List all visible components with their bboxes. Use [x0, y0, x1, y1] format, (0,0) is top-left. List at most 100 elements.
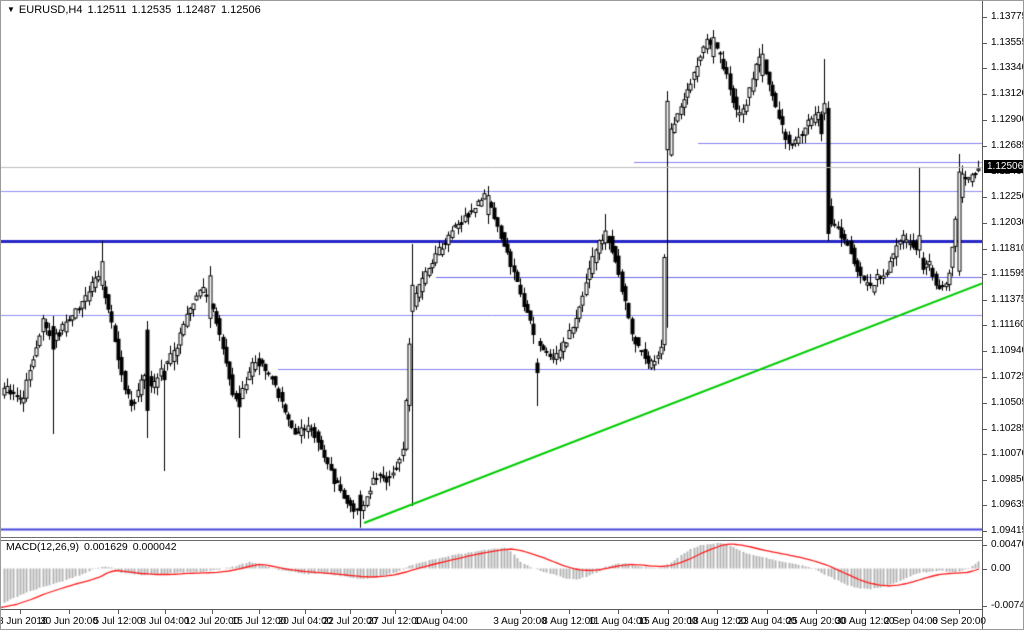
axis-tick-mark — [983, 351, 987, 352]
symbol-ohlc-label: ▼ EURUSD,H4 1.12511 1.12535 1.12487 1.12506 — [7, 4, 266, 16]
price-axis-label: 1.12250 — [991, 191, 1024, 202]
time-tick-mark — [395, 610, 396, 614]
time-axis-label: 30 Jun 20:00 — [40, 616, 98, 627]
time-axis-label: 25 Aug 20:00 — [786, 616, 846, 627]
time-tick-mark — [305, 610, 306, 614]
price-axis[interactable]: 1.12465 1.12506 1.137751.135551.133401.1… — [983, 1, 1024, 629]
time-tick-mark — [865, 610, 866, 614]
time-tick-mark — [767, 610, 768, 614]
macd-indicator-label: MACD(12,26,9) 0.001629 0.000042 — [6, 541, 182, 553]
price-chart-canvas[interactable] — [1, 1, 982, 538]
axis-tick-mark — [983, 197, 987, 198]
time-axis-label: 11 Aug 04:00 — [588, 616, 648, 627]
time-axis-label: 8 Aug 12:00 — [542, 616, 596, 627]
time-axis-label: 15 Jul 12:00 — [231, 616, 287, 627]
time-tick-mark — [20, 610, 21, 614]
price-axis-label: 1.13340 — [991, 62, 1024, 73]
time-axis-label: 8 Jul 04:00 — [140, 616, 190, 627]
time-tick-mark — [165, 610, 166, 614]
axis-tick-mark — [983, 606, 987, 607]
axis-tick-mark — [983, 17, 987, 18]
price-axis-label: 1.13555 — [991, 37, 1024, 48]
time-tick-mark — [69, 610, 70, 614]
price-axis-label: 1.13120 — [991, 88, 1024, 99]
axis-tick-mark — [983, 545, 987, 546]
axis-tick-mark — [983, 94, 987, 95]
axis-tick-mark — [983, 505, 987, 506]
axis-tick-mark — [983, 300, 987, 301]
macd-axis-label: 0.00 — [991, 563, 1011, 574]
axis-tick-mark — [983, 531, 987, 532]
axis-tick-mark — [983, 68, 987, 69]
price-axis-label: 1.13775 — [991, 11, 1024, 22]
time-tick-mark — [520, 610, 521, 614]
macd-axis-label: -0.007447 — [991, 600, 1023, 611]
axis-tick-mark — [983, 325, 987, 326]
axis-tick-mark — [983, 120, 987, 121]
axis-tick-mark — [983, 146, 987, 147]
axis-tick-mark — [983, 403, 987, 404]
price-axis-label: 1.10285 — [991, 423, 1024, 434]
time-tick-mark — [668, 610, 669, 614]
time-axis-label: 18 Aug 12:00 — [687, 616, 747, 627]
price-axis-label: 1.09635 — [991, 499, 1024, 510]
price-axis-label: 1.09850 — [991, 474, 1024, 485]
axis-tick-mark — [983, 429, 987, 430]
time-tick-mark — [259, 610, 260, 614]
time-tick-mark — [350, 610, 351, 614]
time-axis-label: 27 Jul 12:00 — [367, 616, 423, 627]
price-axis-label: 1.10070 — [991, 448, 1024, 459]
bid-price-badge: 1.12506 — [984, 160, 1023, 173]
quote-close: 1.12506 — [220, 4, 261, 16]
time-tick-mark — [118, 610, 119, 614]
macd-name: MACD(12,26,9) — [6, 541, 79, 553]
price-axis-label: 1.12030 — [991, 217, 1024, 228]
time-tick-mark — [816, 610, 817, 614]
time-tick-mark — [717, 610, 718, 614]
axis-tick-mark — [983, 274, 987, 275]
axis-tick-mark — [983, 569, 987, 570]
quote-high: 1.12535 — [131, 4, 172, 16]
time-tick-mark — [212, 610, 213, 614]
macd-main-value: 0.001629 — [83, 541, 128, 553]
price-axis-label: 1.11595 — [991, 268, 1024, 279]
axis-tick-mark — [983, 480, 987, 481]
price-axis-label: 1.11160 — [991, 319, 1024, 330]
time-tick-mark — [618, 610, 619, 614]
chevron-down-icon[interactable]: ▼ — [7, 5, 15, 14]
quote-open: 1.12511 — [87, 4, 127, 16]
time-axis-label: 20 Jul 04:00 — [277, 616, 333, 627]
price-axis-label: 1.10940 — [991, 345, 1024, 356]
time-axis-label: 5 Jul 12:00 — [93, 616, 143, 627]
panel-splitter[interactable] — [1, 537, 983, 541]
time-axis-label: 22 Jul 20:00 — [322, 616, 378, 627]
axis-tick-mark — [983, 223, 987, 224]
macd-indicator-canvas[interactable] — [1, 539, 982, 609]
time-tick-mark — [959, 610, 960, 614]
time-axis-label: 12 Jul 20:00 — [184, 616, 240, 627]
time-axis-label: 1 Aug 04:00 — [414, 616, 468, 627]
macd-axis-label: 0.004703 — [991, 539, 1023, 550]
price-axis-label: 1.11375 — [991, 294, 1024, 305]
time-tick-mark — [911, 610, 912, 614]
axis-tick-mark — [983, 249, 987, 250]
time-tick-mark — [569, 610, 570, 614]
macd-signal-value: 0.000042 — [132, 541, 177, 553]
time-axis-label: 6 Sep 20:00 — [932, 616, 986, 627]
time-tick-mark — [441, 610, 442, 614]
time-axis-label: 30 Aug 12:00 — [835, 616, 895, 627]
axis-tick-mark — [983, 454, 987, 455]
axis-tick-mark — [983, 377, 987, 378]
time-axis-label: 28 Jun 2016 — [1, 616, 48, 627]
time-axis-label: 15 Aug 20:00 — [638, 616, 698, 627]
quote-low: 1.12487 — [176, 4, 216, 16]
price-axis-label: 1.10725 — [991, 371, 1024, 382]
axis-tick-mark — [983, 43, 987, 44]
price-axis-label: 1.09415 — [991, 525, 1024, 536]
price-axis-label: 1.10505 — [991, 397, 1024, 408]
price-axis-border — [982, 1, 983, 629]
price-axis-label: 1.11810 — [991, 243, 1024, 254]
price-axis-label: 1.12900 — [991, 114, 1024, 125]
